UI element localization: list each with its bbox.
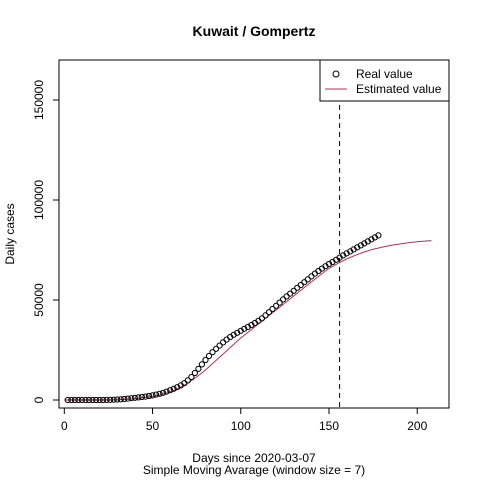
real-value-point bbox=[153, 391, 160, 398]
real-value-point bbox=[107, 396, 114, 403]
real-value-point bbox=[117, 396, 124, 403]
real-value-point bbox=[135, 394, 142, 401]
real-value-point bbox=[205, 352, 213, 360]
legend-box bbox=[319, 59, 450, 102]
real-value-point bbox=[198, 361, 205, 368]
real-value-point bbox=[128, 395, 135, 402]
real-value-point bbox=[304, 276, 311, 283]
real-value-point bbox=[202, 356, 209, 364]
real-value-point bbox=[269, 305, 276, 313]
real-value-point bbox=[103, 396, 110, 403]
real-value-point bbox=[89, 396, 96, 404]
real-value-point bbox=[258, 315, 265, 322]
x-tick-label: 0 bbox=[61, 419, 68, 433]
real-value-point bbox=[188, 373, 195, 381]
legend-real-label: Real value bbox=[356, 67, 413, 81]
real-value-point bbox=[93, 396, 100, 404]
x-tick-label: 200 bbox=[407, 419, 427, 433]
real-value-point bbox=[142, 393, 149, 400]
real-value-point bbox=[290, 287, 297, 294]
real-value-point bbox=[163, 388, 170, 395]
real-value-point bbox=[184, 377, 191, 384]
y-tick-label: 50000 bbox=[32, 283, 46, 317]
real-value-point bbox=[114, 396, 121, 403]
real-value-point bbox=[191, 369, 198, 377]
x-tick-label: 50 bbox=[146, 419, 160, 433]
plot-frame bbox=[58, 59, 450, 409]
real-value-point bbox=[138, 393, 145, 401]
x-axis: 0 50 100 150 200 bbox=[61, 408, 428, 433]
real-value-point bbox=[241, 325, 248, 332]
real-value-point bbox=[131, 394, 138, 401]
x-tick-label: 100 bbox=[231, 419, 251, 433]
chart-subtitle: Simple Moving Avarage (window size = 7) bbox=[143, 463, 365, 477]
real-value-point bbox=[209, 349, 216, 356]
real-value-point bbox=[82, 396, 89, 404]
real-value-point bbox=[75, 396, 82, 404]
real-value-point bbox=[375, 232, 382, 239]
real-value-point bbox=[121, 395, 128, 403]
real-value-point bbox=[276, 299, 283, 306]
x-axis-label: Days since 2020-03-07 bbox=[192, 451, 316, 465]
legend-real-symbol bbox=[332, 70, 340, 78]
x-tick-label: 150 bbox=[319, 419, 339, 433]
real-value-point bbox=[96, 396, 103, 404]
real-value-point bbox=[216, 342, 223, 349]
series-real-points bbox=[64, 232, 382, 404]
y-axis: 0 50000 100000 150000 bbox=[32, 80, 59, 403]
real-value-point bbox=[145, 392, 153, 400]
real-value-point bbox=[100, 396, 107, 404]
real-value-point bbox=[149, 392, 156, 399]
real-value-point bbox=[167, 387, 174, 394]
real-value-point bbox=[262, 312, 269, 319]
y-tick-label: 0 bbox=[32, 396, 46, 403]
real-value-point bbox=[68, 396, 75, 404]
real-value-point bbox=[156, 390, 163, 397]
real-value-point bbox=[78, 396, 86, 404]
chart-title: Kuwait / Gompertz bbox=[193, 23, 316, 39]
real-value-point bbox=[273, 302, 280, 309]
real-value-point bbox=[213, 345, 220, 352]
real-value-point bbox=[64, 396, 71, 404]
real-value-point bbox=[110, 396, 117, 403]
real-value-point bbox=[170, 385, 177, 392]
y-tick-label: 100000 bbox=[32, 180, 46, 220]
real-value-point bbox=[265, 309, 273, 316]
real-value-point bbox=[195, 365, 202, 372]
y-tick-label: 150000 bbox=[32, 80, 46, 120]
legend: Real value Estimated value bbox=[319, 59, 450, 102]
y-axis-label: Daily cases bbox=[3, 203, 17, 264]
real-value-point bbox=[174, 384, 181, 391]
real-value-point bbox=[160, 389, 167, 396]
real-value-point bbox=[71, 396, 79, 404]
real-value-point bbox=[85, 396, 93, 404]
real-value-point bbox=[280, 296, 287, 303]
legend-estimated-label: Estimated value bbox=[356, 82, 442, 96]
real-value-point bbox=[124, 395, 131, 402]
